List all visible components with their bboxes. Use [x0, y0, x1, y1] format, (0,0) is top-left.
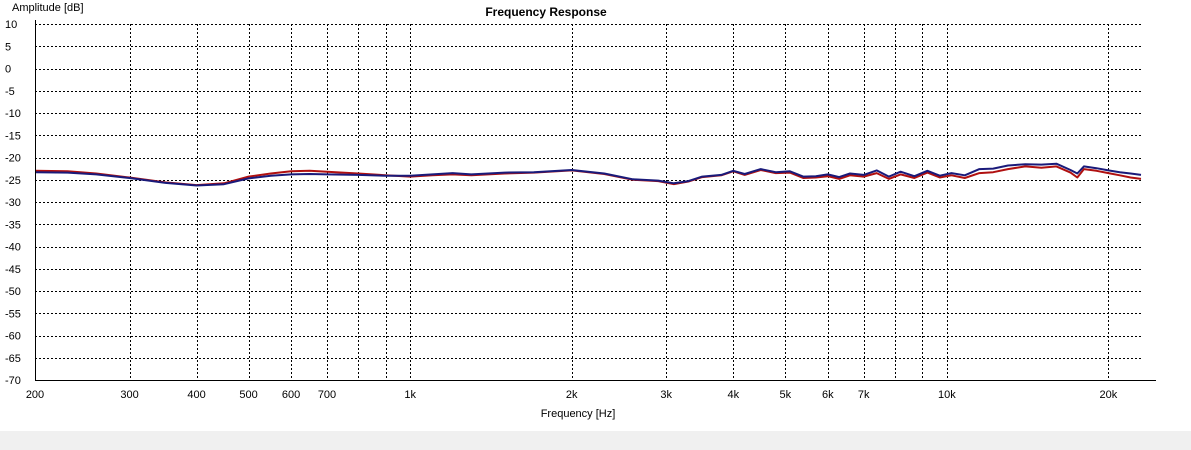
series-line-2 — [34, 162, 1142, 187]
x-tick-label: 20k — [1100, 389, 1118, 401]
x-axis-label: Frequency [Hz] — [541, 408, 616, 420]
x-tick-label: 400 — [187, 389, 205, 401]
x-tick-label: 300 — [120, 389, 138, 401]
y-tick-label: 0 — [5, 64, 11, 76]
y-tick-label: -20 — [5, 153, 21, 165]
y-tick-label: -50 — [5, 286, 21, 298]
chart-canvas: 10 5 0 -5 -10 -15 -20 -25 -30 -35 -40 -45 -50 -55 -60 -… — [5, 2, 1156, 420]
chart-title: Frequency Response — [485, 5, 607, 19]
series-line-1 — [34, 165, 1142, 187]
y-tick-label: -65 — [5, 353, 21, 365]
x-tick-label: 600 — [282, 389, 300, 401]
y-tick-label: -45 — [5, 264, 21, 276]
labels-layer: Frequency Response Amplitude [dB] Freque… — [12, 2, 615, 420]
grid-layer — [35, 24, 1141, 380]
x-tick-label: 700 — [318, 389, 336, 401]
y-tick-label: -35 — [5, 219, 21, 231]
series-layer — [34, 162, 1142, 187]
x-tick-label: 500 — [239, 389, 257, 401]
x-tick-label: 10k — [938, 389, 956, 401]
axes-layer: 10 5 0 -5 -10 -15 -20 -25 -30 -35 -40 -45 -50 -55 -60 -… — [5, 19, 1156, 401]
x-tick-label: 200 — [26, 389, 44, 401]
x-tick-label: 1k — [404, 389, 416, 401]
y-tick-label: -55 — [5, 308, 21, 320]
x-tick-label: 7k — [858, 389, 870, 401]
y-tick-label: -25 — [5, 175, 21, 187]
frequency-response-chart: 10 5 0 -5 -10 -15 -20 -25 -30 -35 -40 -45 -50 -55 -60 -… — [0, 0, 1191, 431]
x-tick-label: 2k — [566, 389, 578, 401]
y-tick-label: 10 — [5, 19, 17, 31]
x-tick-label: 4k — [727, 389, 739, 401]
x-tick-label: 6k — [822, 389, 834, 401]
y-tick-label: -40 — [5, 242, 21, 254]
y-axis-label: Amplitude [dB] — [12, 2, 84, 14]
y-tick-label: -30 — [5, 197, 21, 209]
y-tick-label: -15 — [5, 130, 21, 142]
y-tick-label: -10 — [5, 108, 21, 120]
y-tick-label: -60 — [5, 331, 21, 343]
y-tick-label: -5 — [5, 86, 15, 98]
y-tick-label: -70 — [5, 375, 21, 387]
x-tick-label: 3k — [660, 389, 672, 401]
chart-background — [0, 0, 1191, 431]
y-tick-label: 5 — [5, 41, 11, 53]
x-tick-label: 5k — [779, 389, 791, 401]
